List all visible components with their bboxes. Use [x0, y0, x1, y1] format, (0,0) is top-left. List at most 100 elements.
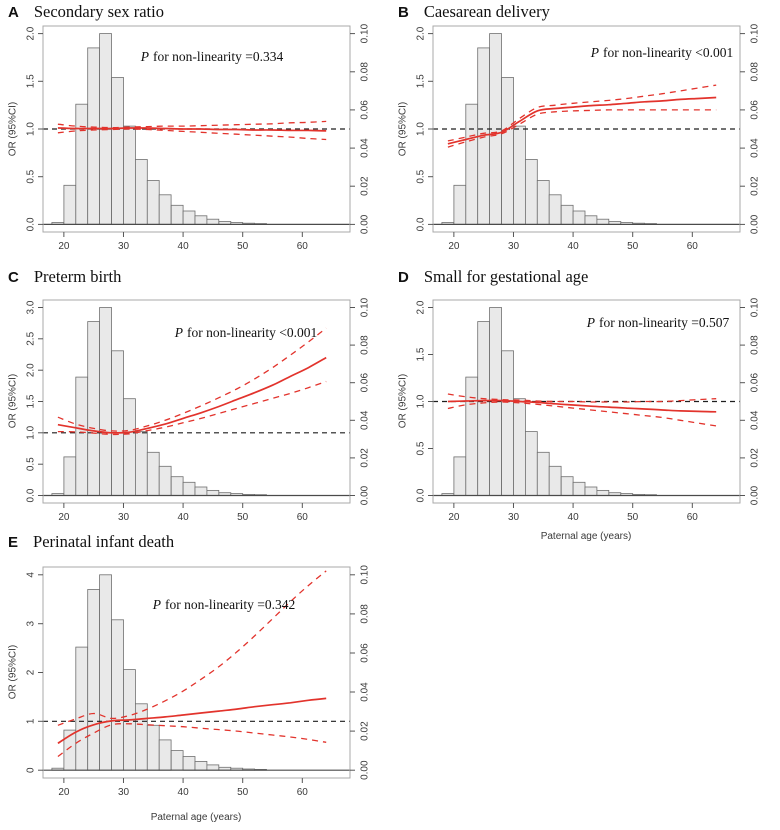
panel-b-title: Caesarean delivery — [423, 2, 550, 21]
panel-d-heading: D Small for gestational age — [398, 267, 588, 287]
svg-text:40: 40 — [178, 512, 190, 523]
svg-text:30: 30 — [508, 512, 520, 523]
svg-text:1: 1 — [26, 718, 37, 724]
svg-text:0.0: 0.0 — [26, 488, 37, 502]
svg-text:3: 3 — [26, 620, 37, 626]
panel-d: 20 30 40 50 60 0.0 0.5 1.0 1.5 2.0 0.00 0.02 0.04 0.0… — [390, 265, 780, 550]
panel-c-p-value-text: for non-linearity <0.001 — [187, 325, 318, 340]
svg-text:0.06: 0.06 — [360, 100, 371, 120]
svg-text:50: 50 — [237, 512, 249, 523]
svg-text:0.5: 0.5 — [26, 457, 37, 471]
p-symbol: P — [140, 49, 150, 64]
svg-text:0.04: 0.04 — [750, 138, 761, 158]
svg-text:2: 2 — [26, 669, 37, 675]
svg-text:20: 20 — [448, 512, 460, 523]
panel-b: 20 30 40 50 60 0.0 0.5 1.0 1.5 2.0 0.00 0.02 0.04 0.0… — [390, 0, 780, 260]
panel-c-plot-svg: 20 30 40 50 60 0.0 0.5 1.0 1.5 2.0 2.5 3.0 0.00 0.02 0… — [26, 297, 371, 523]
svg-text:0.02: 0.02 — [750, 176, 761, 196]
svg-text:20: 20 — [58, 787, 70, 798]
svg-text:1.0: 1.0 — [416, 122, 427, 136]
svg-text:0: 0 — [26, 767, 37, 773]
svg-text:0.06: 0.06 — [750, 373, 761, 393]
svg-text:0.08: 0.08 — [360, 335, 371, 355]
p-symbol: P — [590, 45, 600, 60]
svg-text:20: 20 — [448, 241, 460, 252]
panel-a-plot-svg: 20 30 40 50 60 0.0 0.5 1.0 1.5 2.0 0.00 0.02 0.04 0.0… — [26, 23, 371, 252]
panel-e-letter: E — [8, 534, 19, 551]
svg-text:4: 4 — [26, 572, 37, 578]
svg-text:0.10: 0.10 — [750, 297, 761, 317]
svg-text:0.04: 0.04 — [360, 410, 371, 430]
svg-text:3.0: 3.0 — [26, 300, 37, 314]
svg-text:30: 30 — [118, 241, 130, 252]
svg-text:0.10: 0.10 — [360, 565, 371, 585]
panel-e-y-axis-label: OR (95%CI) — [7, 644, 19, 700]
svg-text:1.0: 1.0 — [416, 394, 427, 408]
panel-d-x-axis-label: Paternal age (years) — [540, 531, 632, 542]
svg-text:0.00: 0.00 — [750, 214, 761, 234]
svg-text:0.04: 0.04 — [360, 138, 371, 158]
svg-text:0.08: 0.08 — [360, 62, 371, 82]
panel-d-title: Small for gestational age — [423, 267, 589, 286]
panel-a-p-value-text: for non-linearity =0.334 — [153, 49, 284, 64]
svg-text:0.10: 0.10 — [360, 23, 371, 43]
svg-text:0.5: 0.5 — [26, 169, 37, 183]
svg-text:40: 40 — [178, 241, 190, 252]
svg-text:1.5: 1.5 — [26, 394, 37, 408]
svg-text:0.02: 0.02 — [360, 448, 371, 468]
panel-b-plot-svg: 20 30 40 50 60 0.0 0.5 1.0 1.5 2.0 0.00 0.02 0.04 0.0… — [416, 23, 761, 252]
svg-text:0.00: 0.00 — [360, 485, 371, 505]
panel-a: 20 30 40 50 60 0.0 0.5 1.0 1.5 2.0 0.00 0.02 0.04 0.0… — [0, 0, 390, 260]
svg-text:60: 60 — [297, 241, 309, 252]
svg-text:30: 30 — [118, 512, 130, 523]
svg-text:60: 60 — [297, 512, 309, 523]
panel-c-y-axis-label: OR (95%CI) — [7, 373, 19, 429]
panel-b-y-axis-label: OR (95%CI) — [397, 101, 409, 157]
svg-text:0.06: 0.06 — [360, 643, 371, 663]
panel-e-p-value-text: for non-linearity =0.342 — [165, 597, 296, 612]
svg-text:1.5: 1.5 — [416, 74, 427, 88]
svg-text:0.00: 0.00 — [360, 760, 371, 780]
panel-a-letter: A — [8, 4, 19, 21]
svg-text:30: 30 — [508, 241, 520, 252]
svg-text:50: 50 — [627, 241, 639, 252]
panel-b-p-value-text: for non-linearity <0.001 — [603, 45, 734, 60]
svg-text:20: 20 — [58, 512, 70, 523]
svg-text:0.10: 0.10 — [750, 23, 761, 43]
panel-e-x-axis-label: Paternal age (years) — [150, 812, 242, 823]
panel-e-plot-svg: 20 30 40 50 60 0 1 2 3 4 0.00 0.02 0.04 0.06 0.08 0.10 — [26, 565, 371, 798]
panel-d-plot-svg: 20 30 40 50 60 0.0 0.5 1.0 1.5 2.0 0.00 0.02 0.04 0.0… — [416, 297, 761, 523]
panel-a-y-axis-label: OR (95%CI) — [7, 101, 19, 157]
p-symbol: P — [152, 597, 162, 612]
panel-b-heading: B Caesarean delivery — [398, 2, 550, 22]
svg-text:40: 40 — [178, 787, 190, 798]
svg-text:40: 40 — [568, 241, 580, 252]
svg-text:1.0: 1.0 — [26, 122, 37, 136]
p-symbol: P — [174, 325, 184, 340]
svg-text:60: 60 — [687, 241, 699, 252]
svg-text:60: 60 — [297, 787, 309, 798]
panel-e: 20 30 40 50 60 0 1 2 3 4 0.00 0.02 0.04 0.06 0.08 0.10 … — [0, 530, 390, 830]
p-symbol: P — [586, 315, 596, 330]
svg-text:0.5: 0.5 — [416, 169, 427, 183]
panel-b-letter: B — [398, 4, 409, 21]
svg-text:2.0: 2.0 — [26, 26, 37, 40]
svg-text:0.08: 0.08 — [360, 604, 371, 624]
svg-text:0.0: 0.0 — [26, 217, 37, 231]
svg-text:2.0: 2.0 — [416, 26, 427, 40]
panel-c-title: Preterm birth — [33, 267, 122, 286]
svg-text:0.02: 0.02 — [750, 448, 761, 468]
svg-text:30: 30 — [118, 787, 130, 798]
svg-text:0.06: 0.06 — [750, 100, 761, 120]
svg-text:2.0: 2.0 — [26, 363, 37, 377]
svg-text:0.02: 0.02 — [360, 721, 371, 741]
svg-text:20: 20 — [58, 241, 70, 252]
svg-text:60: 60 — [687, 512, 699, 523]
panel-c-letter: C — [8, 269, 19, 286]
svg-text:0.00: 0.00 — [750, 485, 761, 505]
svg-text:0.0: 0.0 — [416, 217, 427, 231]
